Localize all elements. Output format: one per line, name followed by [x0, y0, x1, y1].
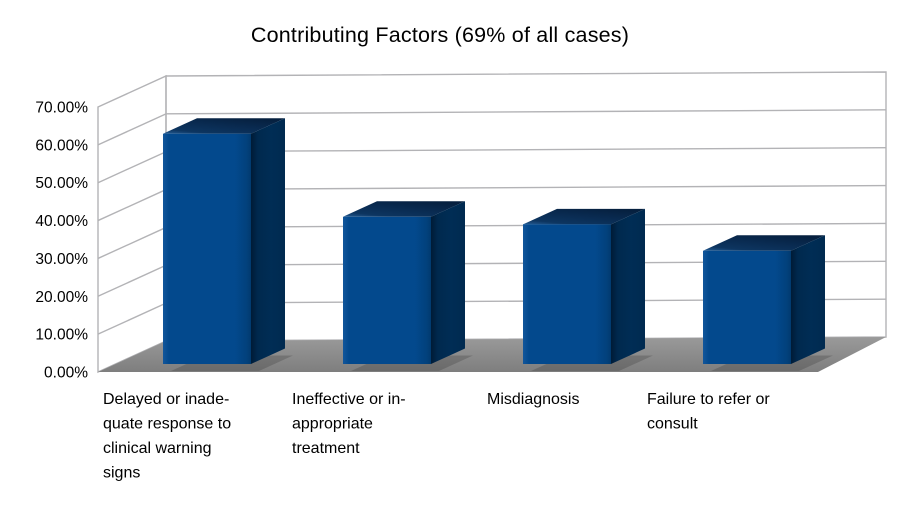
bar-series-0 [163, 118, 293, 371]
bar-series-2 [523, 208, 653, 371]
y-axis-label: 30.00% [35, 251, 88, 268]
back-wall-gridline [165, 184, 887, 191]
bar-top-face [703, 235, 825, 251]
bar-front-face [163, 133, 251, 364]
bar-series-3 [703, 235, 833, 371]
category-label-line: Misdiagnosis [487, 391, 579, 408]
floor [98, 337, 886, 372]
left-wall-gridline [97, 264, 167, 297]
category-label-line: signs [103, 465, 140, 482]
y-axis-label: 0.00% [44, 365, 88, 382]
bar-top-face [163, 118, 285, 134]
category-label: Failure to refer or consult [647, 391, 770, 433]
category-label-line: Ineffective or in- [292, 391, 406, 408]
bar-side-face [791, 235, 825, 364]
bar-front-face [343, 216, 431, 364]
bar-front-face [703, 250, 791, 364]
bar-side-face [611, 208, 645, 364]
category-label-line: Failure to refer or [647, 391, 770, 408]
category-label-line: treatment [292, 440, 360, 457]
category-label-line: quate response to [103, 416, 231, 433]
left-wall [97, 74, 167, 374]
category-label-line: clinical warning [103, 440, 212, 457]
y-axis-label: 20.00% [35, 289, 88, 306]
category-label-line: appropriate [292, 416, 373, 433]
y-axis-label: 10.00% [35, 327, 88, 344]
bar-series-1 [343, 201, 473, 371]
y-axis-label: 60.00% [35, 137, 88, 154]
bar-side-face [251, 118, 285, 364]
left-wall-gridline [97, 302, 167, 335]
bar-top-face [523, 208, 645, 225]
back-wall-gridline [165, 147, 887, 153]
left-wall-gridline [97, 113, 167, 146]
category-label: Delayed or inade-quate response to clinic… [103, 391, 231, 482]
category-label-line: Delayed or inade- [103, 391, 229, 408]
category-label: Ineffective or in-appropriate treatment [292, 391, 406, 457]
y-axis-label: 70.00% [35, 100, 88, 117]
left-wall-gridline [97, 226, 167, 260]
bar-top-face [343, 201, 465, 217]
bar-front-face [523, 224, 611, 364]
category-label-line: consult [647, 416, 698, 433]
left-wall-gridline [97, 151, 167, 184]
y-axis-label: 50.00% [35, 175, 88, 192]
category-label: Misdiagnosis [487, 391, 579, 408]
back-wall-gridline [165, 109, 887, 115]
left-wall-gridline [97, 188, 167, 222]
y-axis-label: 40.00% [35, 213, 88, 230]
bar-side-face [431, 201, 465, 364]
chart-title: Contributing Factors (69% of all cases) [250, 23, 630, 47]
